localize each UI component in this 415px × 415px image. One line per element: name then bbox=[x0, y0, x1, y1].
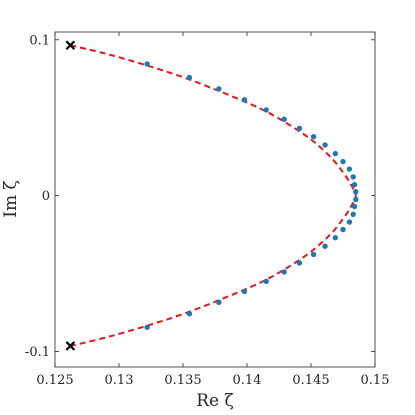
data-point bbox=[263, 107, 269, 113]
x-axis-label: Re ζ bbox=[196, 391, 233, 411]
data-point bbox=[186, 74, 193, 81]
dot-layer bbox=[144, 61, 359, 330]
data-point bbox=[322, 142, 328, 148]
data-point bbox=[281, 269, 287, 275]
x-tick-label: 0.135 bbox=[164, 373, 201, 388]
tick-layer: 0.125 0.13 0.135 0.14 0.145 0.15 -0.1 0 0.1 bbox=[25, 32, 390, 388]
data-point bbox=[350, 211, 356, 218]
data-point bbox=[350, 174, 356, 180]
data-point bbox=[353, 189, 359, 195]
data-point bbox=[263, 278, 269, 285]
data-point bbox=[346, 219, 353, 225]
y-axis-label: Im ζ bbox=[1, 180, 21, 217]
data-point bbox=[186, 311, 193, 317]
x-tick-label: 0.145 bbox=[292, 373, 329, 388]
data-point bbox=[241, 288, 248, 295]
data-point bbox=[353, 196, 359, 203]
data-point bbox=[332, 234, 339, 241]
data-point bbox=[340, 226, 346, 233]
y-tick-label: 0.1 bbox=[29, 33, 50, 48]
data-point bbox=[281, 116, 287, 122]
data-point bbox=[144, 324, 150, 330]
data-point bbox=[346, 166, 353, 172]
x-tick-label: 0.13 bbox=[105, 373, 134, 388]
y-tick-label: -0.1 bbox=[25, 345, 50, 360]
data-point bbox=[340, 158, 346, 165]
data-point bbox=[144, 61, 150, 67]
x-tick-label: 0.15 bbox=[361, 373, 390, 388]
data-point bbox=[296, 125, 303, 131]
data-point bbox=[310, 251, 317, 258]
plot-frame bbox=[54, 31, 376, 368]
data-point bbox=[310, 134, 317, 140]
data-point bbox=[332, 150, 339, 157]
dashed-curve bbox=[70, 44, 357, 347]
x-tick-label: 0.14 bbox=[233, 373, 262, 388]
y-tick-label: 0 bbox=[42, 189, 50, 204]
data-point bbox=[322, 243, 328, 249]
x-marker bbox=[65, 40, 76, 51]
curve-layer bbox=[70, 44, 357, 347]
data-point bbox=[296, 260, 303, 266]
data-point bbox=[351, 181, 358, 188]
data-point bbox=[241, 97, 248, 103]
x-tick-label: 0.125 bbox=[36, 373, 73, 388]
data-point bbox=[351, 203, 358, 210]
x-marker bbox=[65, 341, 76, 351]
data-point bbox=[216, 299, 222, 306]
marker-layer bbox=[65, 40, 76, 351]
data-point bbox=[216, 86, 222, 92]
